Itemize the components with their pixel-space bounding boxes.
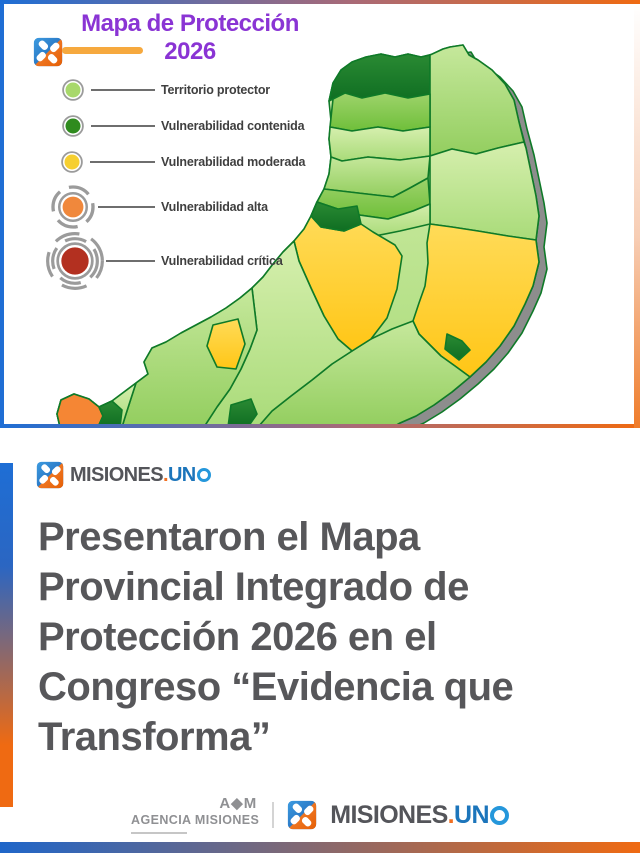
misionesuno-app-icon [33, 37, 63, 67]
legend-connector [98, 206, 155, 208]
gradient-left-bar [0, 463, 13, 807]
headline-line: Congreso “Evidencia que [38, 665, 514, 709]
misionesuno-pinwheel-icon [287, 800, 317, 830]
legend-marker-orange-icon [51, 185, 95, 229]
map-card: Mapa de Protección 2026 Territorio prote… [4, 4, 634, 424]
misionesuno-wordmark: MISIONES. UN [330, 802, 509, 828]
agencia-misiones-mark: A◆M [219, 795, 258, 812]
misionesuno-wordmark: MISIONES. UN [70, 465, 211, 485]
headline-line: Provincial Integrado de [38, 565, 469, 609]
gradient-frame-right [634, 4, 640, 428]
legend-marker-green-light-icon [62, 79, 84, 101]
title-underline-bar [62, 47, 143, 54]
legend-marker-green-dark-icon [62, 115, 84, 137]
legend-connector [91, 125, 155, 127]
uno-o-ring-icon [196, 468, 211, 482]
province-departments [56, 44, 540, 424]
map-title: Mapa de Protección 2026 [81, 10, 299, 65]
article-section: MISIONES. UN Presentaron el Mapa Provinci… [0, 428, 640, 842]
legend-connector [90, 161, 155, 163]
province-map [56, 44, 548, 424]
gradient-bottom-bar [0, 842, 640, 853]
department-yellow-small [206, 318, 246, 370]
legend-marker-yellow-icon [61, 151, 83, 173]
agencia-misiones-logo: A◆M AGENCIA MISIONES [131, 796, 259, 834]
legend-item-vulnerabilidad-alta: Vulnerabilidad alta [48, 182, 268, 232]
headline: Presentaron el Mapa Provincial Integrado… [38, 512, 616, 762]
legend-connector [106, 260, 155, 262]
legend-item-vulnerabilidad-moderada: Vulnerabilidad moderada [54, 144, 305, 180]
agencia-misiones-name: AGENCIA MISIONES [131, 813, 260, 827]
footer-divider [272, 802, 275, 828]
uno-o-ring-icon [489, 805, 509, 825]
misionesuno-pinwheel-icon [36, 461, 64, 489]
department-yellow-east [412, 223, 540, 378]
legend-marker-red-icon [46, 232, 104, 290]
headline-line: Protección 2026 en el [38, 615, 437, 659]
department-orange-capital [56, 393, 104, 424]
legend-item-vulnerabilidad-critica: Vulnerabilidad crítica [44, 230, 283, 292]
headline-line: Transforma” [38, 715, 271, 759]
misionesuno-logo: MISIONES. UN [36, 461, 211, 489]
footer-logos: A◆M AGENCIA MISIONES MISIONES. UN [0, 796, 640, 834]
legend-connector [91, 89, 155, 91]
headline-line: Presentaron el Mapa [38, 515, 420, 559]
agencia-misiones-underline [131, 832, 188, 834]
legend-item-vulnerabilidad-contenida: Vulnerabilidad contenida [55, 108, 305, 144]
legend-item-territorio-protector: Territorio protector [55, 72, 270, 108]
